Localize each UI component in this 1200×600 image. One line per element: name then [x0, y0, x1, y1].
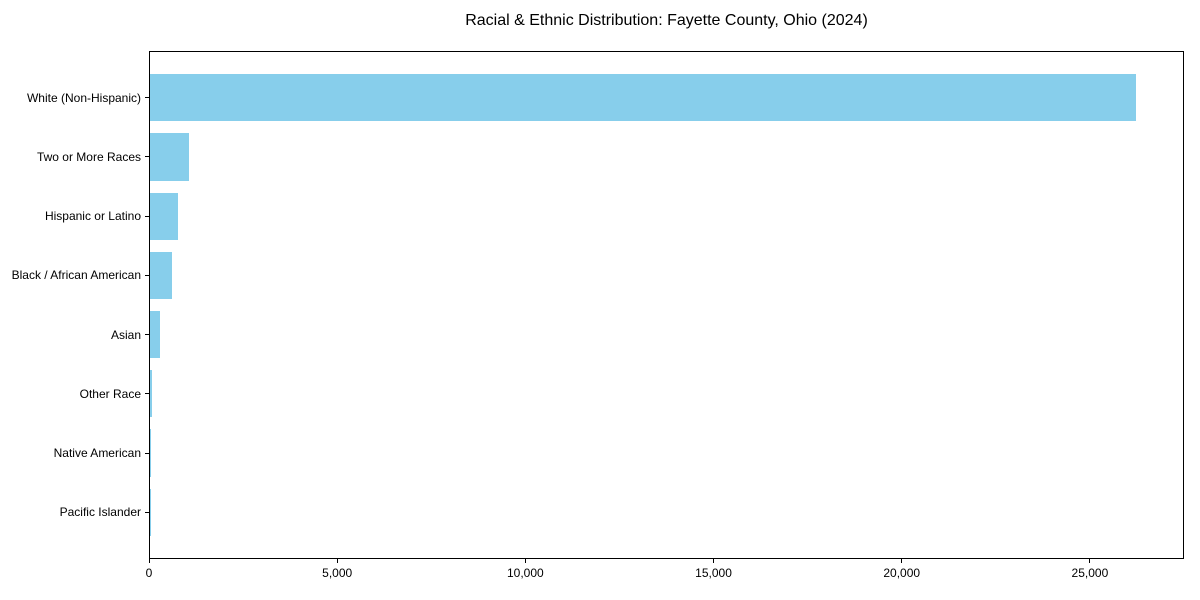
y-tick-hispanic-or-latino — [145, 215, 149, 217]
y-label-white-non-hispanic: White (Non-Hispanic) — [26, 90, 141, 105]
y-label-asian: Asian — [110, 327, 141, 342]
y-tick-native-american — [145, 452, 149, 454]
y-label-pacific-islander: Pacific Islander — [59, 505, 141, 520]
y-tick-other-race — [145, 393, 149, 395]
y-label-two-or-more-races: Two or More Races — [36, 149, 141, 164]
y-tick-white-non-hispanic — [145, 97, 149, 99]
x-tick-0 — [148, 559, 150, 563]
x-label-15000: 15,000 — [695, 566, 732, 580]
y-tick-black-african-american — [145, 274, 149, 276]
bar-native-american — [150, 429, 151, 477]
y-label-black-african-american: Black / African American — [11, 268, 141, 283]
bar-white-non-hispanic — [150, 74, 1137, 122]
x-tick-5000 — [336, 559, 338, 563]
y-label-other-race: Other Race — [79, 386, 141, 401]
plot-area — [149, 51, 1184, 559]
bar-two-or-more-races — [150, 133, 189, 181]
x-tick-25000 — [1089, 559, 1091, 563]
bar-other-race — [150, 370, 152, 418]
y-tick-pacific-islander — [145, 511, 149, 513]
x-tick-10000 — [524, 559, 526, 563]
x-label-20000: 20,000 — [883, 566, 921, 580]
bar-asian — [150, 310, 160, 359]
x-label-10000: 10,000 — [507, 566, 544, 580]
x-label-0: 0 — [145, 566, 153, 580]
x-tick-20000 — [901, 559, 903, 563]
y-tick-two-or-more-races — [145, 156, 149, 158]
y-label-native-american: Native American — [53, 446, 141, 461]
y-label-hispanic-or-latino: Hispanic or Latino — [44, 209, 141, 224]
y-tick-asian — [145, 334, 149, 336]
bar-hispanic-or-latino — [150, 192, 178, 240]
x-tick-15000 — [713, 559, 715, 563]
x-label-25000: 25,000 — [1071, 566, 1109, 580]
chart-title: Racial & Ethnic Distribution: Fayette Co… — [465, 12, 868, 29]
bar-black-african-american — [150, 251, 173, 300]
bar-pacific-islander — [150, 488, 151, 536]
x-label-5000: 5,000 — [322, 566, 353, 580]
